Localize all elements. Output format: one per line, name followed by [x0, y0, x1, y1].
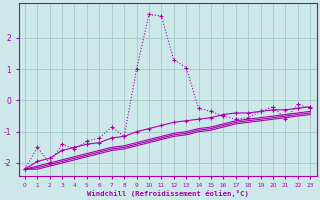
X-axis label: Windchill (Refroidissement éolien,°C): Windchill (Refroidissement éolien,°C): [87, 190, 249, 197]
